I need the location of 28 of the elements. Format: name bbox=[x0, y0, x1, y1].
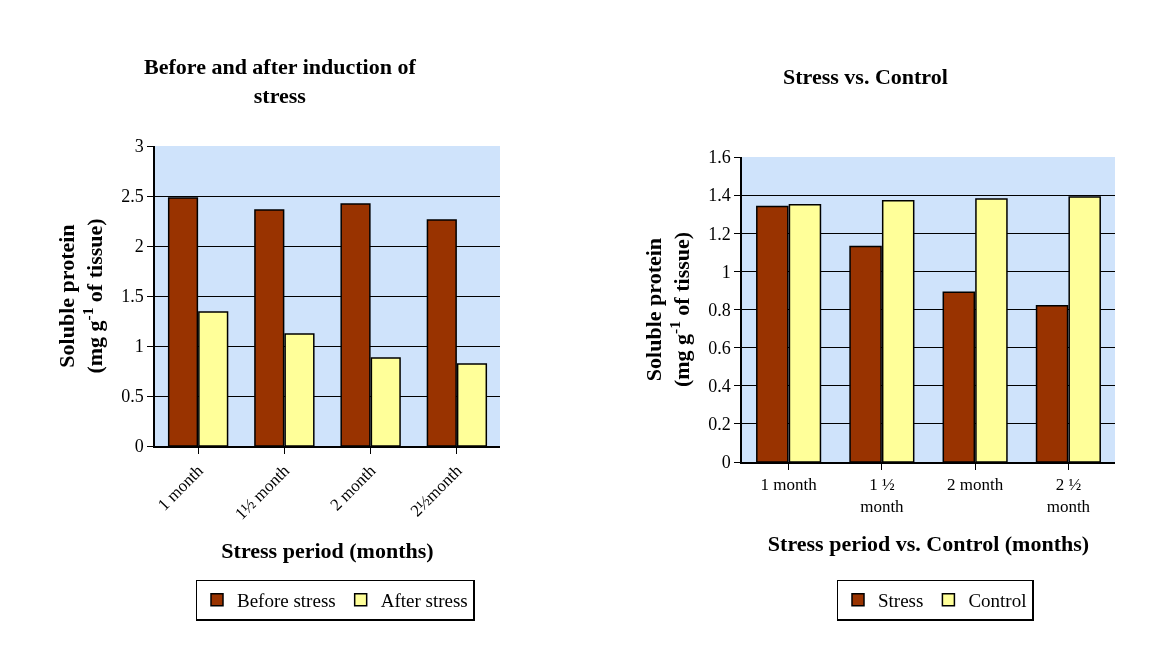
y-tick-label: 0.5 bbox=[121, 386, 144, 407]
legend-label: After stress bbox=[380, 590, 468, 612]
y-tick-label: 0 bbox=[721, 452, 731, 473]
y-tick-label: 1 bbox=[721, 261, 731, 282]
y-tick-label: 0.2 bbox=[708, 414, 731, 435]
y-tick-label: 0 bbox=[134, 436, 144, 457]
x-axis-title: Stress period (months) bbox=[221, 537, 434, 563]
legend-label: Control bbox=[968, 590, 1027, 612]
y-tick-label: 2.5 bbox=[121, 186, 144, 207]
x-tick-label: 1 month bbox=[760, 475, 818, 495]
y-tick-label: 2 bbox=[134, 236, 144, 257]
x-tick-label: 1 ½ month bbox=[860, 475, 905, 517]
x-axis-title: Stress period vs. Control (months) bbox=[767, 530, 1090, 556]
y-tick-label: 0.4 bbox=[708, 376, 731, 397]
y-tick-label: 1 bbox=[134, 336, 144, 357]
y-tick-label: 1.5 bbox=[121, 286, 144, 307]
chart-title: Before and after induction of stress bbox=[144, 54, 417, 108]
y-tick-label: 0.6 bbox=[708, 337, 731, 358]
legend-label: Before stress bbox=[237, 590, 336, 612]
y-tick-label: 1.4 bbox=[708, 185, 731, 206]
x-tick-label: 2 month bbox=[947, 475, 1004, 495]
y-tick-label: 1.2 bbox=[708, 223, 731, 244]
y-tick-label: 0.8 bbox=[708, 299, 731, 320]
chart-title: Stress vs. Control bbox=[783, 64, 948, 89]
x-tick-label: 2 ½ month bbox=[1046, 475, 1091, 517]
legend-label: Stress bbox=[878, 590, 924, 612]
y-tick-label: 3 bbox=[134, 136, 144, 157]
y-tick-label: 1.6 bbox=[708, 147, 731, 168]
